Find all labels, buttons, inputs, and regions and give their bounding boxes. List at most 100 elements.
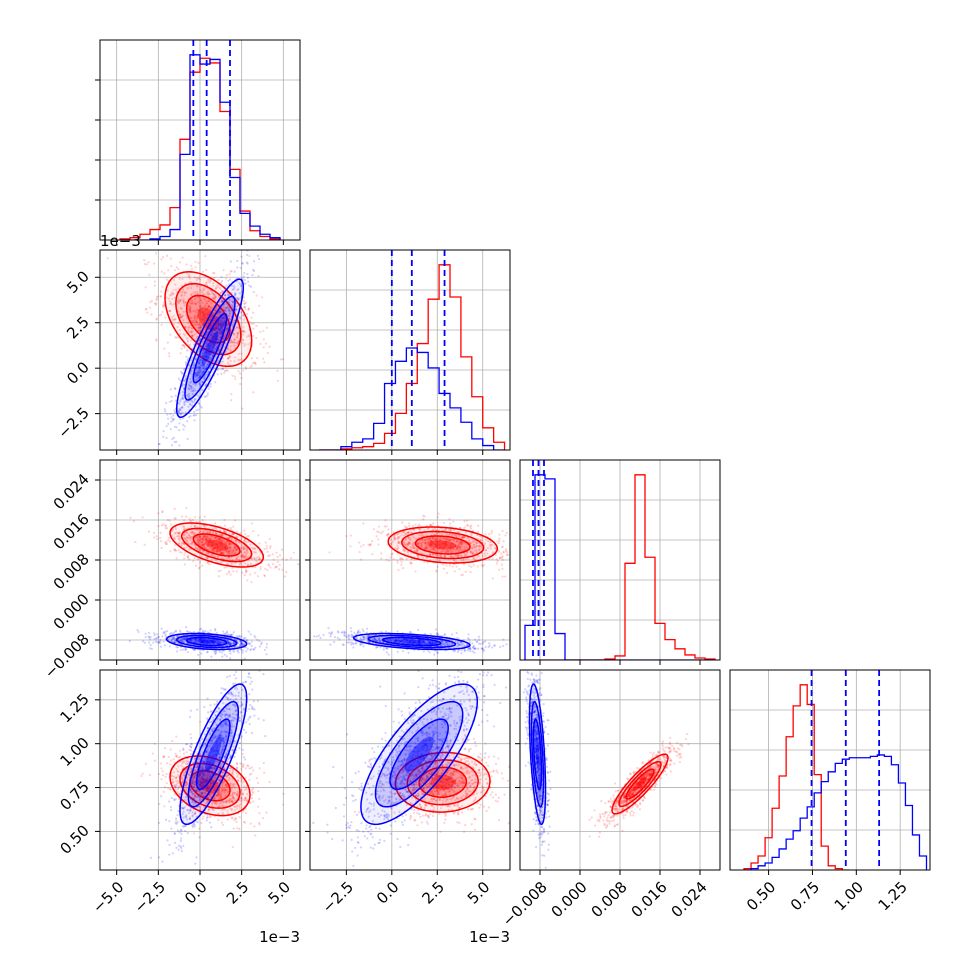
scatter-point — [246, 535, 249, 538]
scatter-point — [252, 322, 255, 325]
scatter-point — [201, 301, 204, 304]
scatter-point — [143, 543, 146, 546]
scatter-point — [265, 653, 268, 656]
scatter-point — [174, 394, 177, 397]
scatter-point — [191, 531, 194, 534]
scatter-point — [177, 549, 180, 552]
scatter-point — [213, 527, 216, 530]
scatter-point — [194, 339, 197, 342]
scatter-point — [397, 568, 400, 572]
scatter-point — [187, 386, 190, 390]
scatter-point — [217, 327, 220, 330]
y-tick-label: 0.008 — [50, 550, 93, 593]
scatter-point — [236, 288, 239, 292]
scatter-point — [212, 297, 215, 300]
scatter-point — [165, 436, 168, 440]
scatter-point — [188, 384, 191, 388]
scatter-point — [213, 296, 216, 299]
scatter-point — [206, 314, 209, 317]
scatter-point — [155, 338, 158, 341]
scatter-point — [189, 536, 192, 539]
scatter-point — [188, 396, 191, 399]
scatter-point — [184, 300, 187, 304]
scatter-point — [236, 547, 239, 551]
scatter-point — [164, 541, 167, 544]
scatter-point — [229, 360, 232, 363]
scatter-point — [197, 401, 200, 404]
scatter-point — [242, 555, 246, 558]
scatter-point — [191, 389, 195, 392]
scatter-point — [215, 342, 219, 345]
scatter-point — [194, 302, 197, 305]
scatter-point — [173, 517, 176, 520]
scatter-point — [192, 333, 195, 336]
scatter-point — [201, 352, 205, 355]
scatter-point — [242, 369, 245, 372]
scatter-point — [209, 357, 212, 361]
scatter-point — [283, 575, 286, 578]
scatter-point — [206, 394, 209, 397]
scatter-point — [220, 540, 224, 543]
scatter-point — [249, 633, 252, 636]
scatter-point — [480, 647, 483, 650]
scatter-point — [232, 341, 235, 344]
scatter-point — [221, 290, 224, 293]
scatter-point — [434, 628, 438, 631]
scatter-point — [203, 349, 207, 352]
scatter-point — [202, 323, 205, 326]
scatter-point — [217, 339, 220, 342]
scatter-point — [206, 344, 209, 347]
scatter-point — [245, 367, 248, 370]
scatter-point — [235, 541, 238, 545]
scatter-point — [203, 515, 206, 518]
scatter-point — [209, 306, 213, 309]
scatter-point — [211, 292, 214, 295]
scatter-point — [202, 289, 205, 292]
scatter-point — [245, 541, 248, 544]
scatter-point — [173, 425, 176, 428]
scatter-point — [161, 310, 164, 314]
scatter-point — [214, 298, 217, 301]
scatter-point — [143, 262, 146, 266]
scatter-point — [313, 635, 316, 638]
scatter-point — [225, 284, 228, 287]
scatter-point — [414, 570, 417, 573]
scatter-point — [206, 363, 209, 366]
scatter-point — [162, 523, 165, 526]
scatter-point — [182, 301, 185, 305]
scatter-point — [207, 344, 210, 347]
scatter-point — [188, 534, 191, 537]
scatter-point — [253, 361, 256, 364]
scatter-point — [215, 333, 219, 336]
scatter-point — [504, 548, 508, 551]
scatter-point — [229, 543, 232, 546]
scatter-point — [212, 342, 215, 345]
scatter-point — [259, 342, 262, 346]
scatter-point — [313, 546, 315, 548]
scatter-point — [190, 319, 193, 322]
scatter-point — [246, 579, 249, 582]
scatter-point — [200, 360, 203, 363]
scatter-point — [192, 363, 195, 366]
scatter-point — [199, 312, 202, 315]
scatter-point — [164, 634, 167, 637]
scatter-point — [147, 631, 151, 635]
scatter-point — [193, 276, 196, 279]
scatter-point — [265, 326, 269, 329]
scatter-point — [215, 336, 219, 339]
scatter-point — [238, 292, 241, 295]
scatter-point — [199, 366, 202, 369]
scatter-point — [196, 316, 199, 319]
scatter-point — [184, 377, 187, 380]
scatter-point — [218, 322, 221, 325]
scatter-point — [200, 316, 203, 319]
scatter-point — [197, 408, 200, 411]
panel-2-0 — [100, 460, 315, 660]
scatter-point — [158, 443, 161, 446]
scatter-point — [237, 370, 240, 373]
scatter-point — [237, 651, 240, 654]
scatter-point — [201, 539, 205, 542]
scatter-point — [221, 547, 225, 551]
scatter-point — [471, 642, 474, 645]
scatter-point — [243, 282, 246, 285]
